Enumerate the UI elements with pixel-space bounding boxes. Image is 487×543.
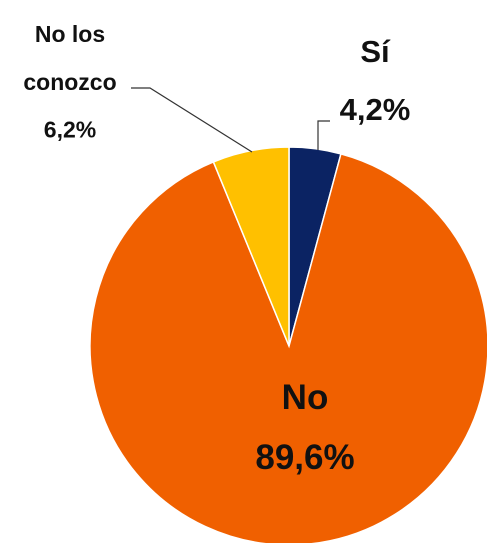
pie-slice [89, 152, 487, 543]
slice-label: Sí [360, 33, 390, 69]
leader-line [131, 87, 253, 153]
value-label: 6,2% [43, 116, 97, 143]
value-label: 89,6% [255, 437, 355, 477]
slice-label: No los conozco [23, 21, 117, 95]
leader-line [317, 120, 330, 150]
value-label: 4,2% [339, 91, 411, 127]
slice-label: No [281, 377, 329, 417]
